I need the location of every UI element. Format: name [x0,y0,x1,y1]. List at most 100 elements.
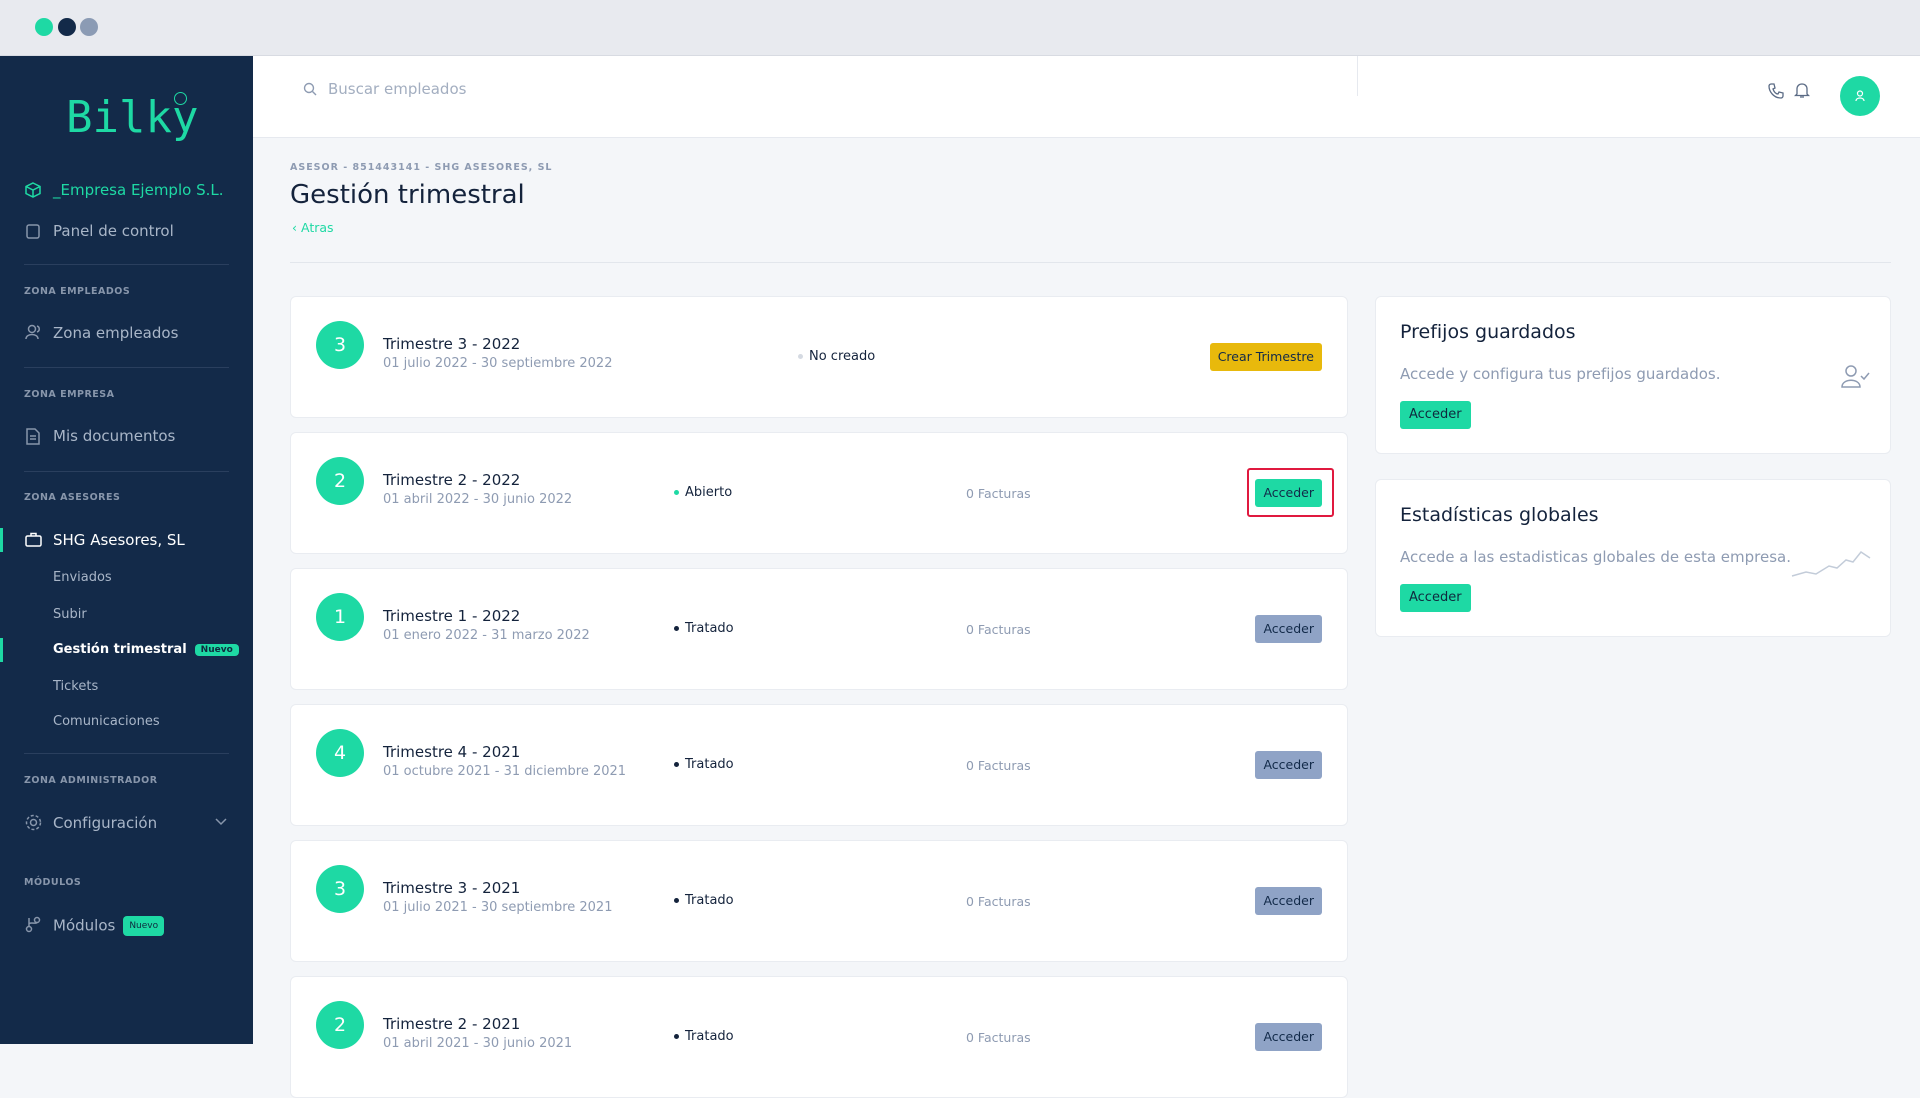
quarter-number: 3 [316,321,364,369]
section-heading: ZONA EMPLEADOS [24,286,131,297]
avatar[interactable] [1840,76,1880,116]
status: Tratado [674,621,734,636]
active-marker [0,638,3,662]
section-heading: ZONA EMPRESA [24,389,115,400]
row-button[interactable]: Acceder [1255,887,1322,915]
card-button[interactable]: Acceder [1400,401,1471,429]
divider [24,753,229,754]
quarter-dates: 01 julio 2021 - 30 septiembre 2021 [383,900,613,915]
info-card: Estadísticas globales Accede a las estadi… [1375,479,1891,637]
nav-icon [25,324,40,340]
quarter-row: 3 Trimestre 3 - 2021 01 julio 2021 - 30 se… [290,840,1348,962]
row-button[interactable]: Acceder [1255,479,1322,507]
nav-item[interactable]: Módulos Nuevo [53,916,165,936]
status-label: No creado [809,349,876,364]
nav-icon [25,916,41,933]
row-button[interactable]: Crear Trimestre [1209,343,1322,371]
quarter-title: Trimestre 2 - 2021 [383,1015,521,1033]
quarter-number: 1 [316,593,364,641]
company-icon [25,182,41,198]
status-dot [674,626,679,631]
quarter-number: 2 [316,1001,364,1049]
sub-item[interactable]: Comunicaciones [53,714,160,729]
quarter-dates: 01 abril 2022 - 30 junio 2022 [383,492,573,507]
card-title: Prefijos guardados [1400,321,1576,343]
status: No creado [798,349,875,364]
sub-item[interactable]: Subir [53,607,87,622]
divider [24,367,229,368]
divider [290,262,1891,263]
invoice-count: 0 Facturas [966,894,1031,909]
nav-icon [25,532,42,547]
card-icon [1791,550,1871,577]
status-label: Tratado [685,1029,734,1044]
quarter-row: 1 Trimestre 1 - 2022 01 enero 2022 - 31 ma… [290,568,1348,690]
sub-item[interactable]: Tickets [53,679,99,694]
sub-item-label: Gestión trimestral [53,642,187,657]
card-icon [1841,365,1870,388]
divider [24,264,229,265]
quarter-title: Trimestre 3 - 2022 [383,335,521,353]
invoice-count: 0 Facturas [966,1030,1031,1045]
status-label: Tratado [685,757,734,772]
row-button[interactable]: Acceder [1255,615,1322,643]
back-label: Atras [300,220,334,235]
breadcrumb: ASESOR - 851443141 - SHG ASESORES, SL [290,162,553,173]
card-description: Accede a las estadisticas globales de es… [1400,548,1791,566]
row-button[interactable]: Acceder [1255,751,1322,779]
status: Abierto [674,485,732,500]
divider [24,471,229,472]
status-dot [674,1034,679,1039]
status: Tratado [674,893,734,908]
quarter-title: Trimestre 1 - 2022 [383,607,521,625]
quarter-row: 3 Trimestre 3 - 2022 01 julio 2022 - 30 se… [290,296,1348,418]
sub-item[interactable]: Gestión trimestral Nuevo [53,642,239,657]
section-heading: ZONA ASESORES [24,492,121,503]
sub-item[interactable]: Enviados [53,570,112,585]
status: Tratado [674,757,734,772]
info-card: Prefijos guardados Accede y configura tus… [1375,296,1891,454]
invoice-count: 0 Facturas [966,486,1031,501]
quarter-dates: 01 octubre 2021 - 31 diciembre 2021 [383,764,627,779]
quarter-dates: 01 enero 2022 - 31 marzo 2022 [383,628,590,643]
chevron[interactable] [215,818,227,826]
nav-item[interactable]: Panel de control [53,222,174,240]
phone-icon[interactable] [1768,83,1784,99]
quarter-title: Trimestre 2 - 2022 [383,471,521,489]
row-button[interactable]: Acceder [1255,1023,1322,1051]
quarter-dates: 01 julio 2022 - 30 septiembre 2022 [383,356,613,371]
card-button[interactable]: Acceder [1400,584,1471,612]
window-dot [35,18,53,36]
search-input[interactable]: Buscar empleados [328,80,467,98]
nav-icon [26,428,40,445]
nav-item[interactable]: Configuración [53,814,158,832]
status-dot [674,762,679,767]
header-divider [1357,56,1358,96]
status-label: Abierto [685,485,733,500]
status: Tratado [674,1029,734,1044]
browser-bar [0,0,1920,56]
company-name[interactable]: _Empresa Ejemplo S.L. [53,181,224,199]
back-link[interactable]: ‹ Atras [292,220,334,235]
quarter-number: 2 [316,457,364,505]
bell-icon[interactable] [1794,82,1810,99]
logo-mark [174,92,187,105]
quarter-number: 4 [316,729,364,777]
highlight-box [1247,468,1334,517]
invoice-count: 0 Facturas [966,758,1031,773]
status-dot [674,490,679,495]
nav-icon [25,814,42,831]
nav-item[interactable]: Zona empleados [53,324,179,342]
panel-icon [26,224,40,239]
avatar-icon [1855,90,1865,102]
page-title: Gestión trimestral [290,180,525,210]
chevron: ‹ [292,220,301,235]
status-dot [798,354,803,359]
nav-item-label: Módulos [53,916,116,935]
badge: Nuevo [123,916,165,936]
nav-item[interactable]: Mis documentos [53,427,176,445]
status-dot [674,898,679,903]
nav-item[interactable]: SHG Asesores, SL [53,531,185,549]
top-header: Buscar empleados [253,56,1920,138]
